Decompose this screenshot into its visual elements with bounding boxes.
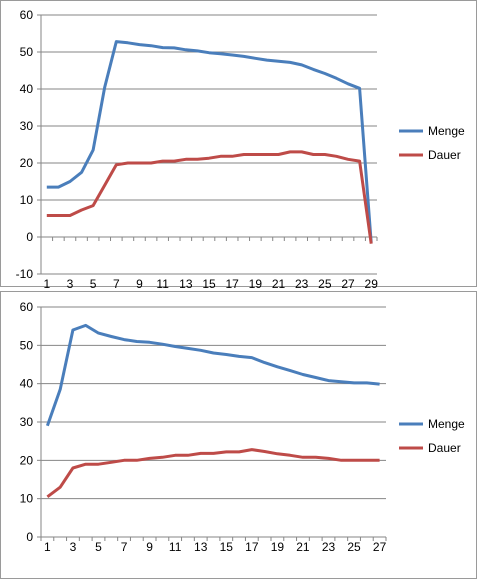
series-line-dauer (46, 448, 380, 499)
x-tick-label: 21 (296, 540, 310, 554)
x-tick-label: 7 (113, 277, 120, 288)
x-tick-label: 11 (156, 277, 169, 288)
y-tick-label: 30 (20, 119, 34, 133)
x-tick-label: 25 (318, 277, 332, 288)
x-tick-label: 9 (146, 540, 153, 554)
x-tick-label: 11 (169, 540, 182, 554)
x-tick-label: 1 (43, 277, 50, 288)
x-tick-label: 1 (44, 540, 51, 554)
legend-label-dauer: Dauer (428, 441, 461, 455)
x-tick-label: 13 (179, 277, 193, 288)
x-tick-label: 23 (295, 277, 309, 288)
y-tick-label: 50 (20, 45, 34, 59)
x-tick-label: 15 (220, 540, 234, 554)
y-tick-label: 40 (20, 377, 34, 391)
x-tick-label: 15 (202, 277, 216, 288)
series-line-menge (46, 40, 373, 243)
y-tick-label: 20 (20, 453, 34, 467)
x-tick-label: 7 (121, 540, 128, 554)
x-tick-label: 21 (272, 277, 286, 288)
x-tick-label: 29 (365, 277, 379, 288)
x-tick-label: 9 (136, 277, 143, 288)
y-tick-label: 40 (20, 82, 34, 96)
x-tick-label: 5 (90, 277, 97, 288)
chart-panel-2: 0 10 20 30 40 50 60 1 3 5 7 9 11 13 15 17 19 21 23 25 27 Meng… (0, 291, 477, 579)
y-tick-label: 10 (20, 193, 34, 207)
legend-label-dauer: Dauer (428, 148, 461, 162)
chart-panel-1: -10 0 10 20 30 40 50 60 1 3 5 7 9 11 13 15 17 19 21 23 25 27 2… (0, 0, 477, 288)
x-tick-label: 17 (245, 540, 259, 554)
x-tick-label: 25 (347, 540, 361, 554)
x-tick-label: 5 (95, 540, 102, 554)
legend-label-menge: Menge (428, 417, 465, 431)
y-tick-label: 50 (20, 338, 34, 352)
y-tick-label: 10 (20, 492, 34, 506)
y-tick-label: 0 (26, 230, 33, 244)
series-line-dauer (46, 150, 373, 244)
x-tick-label: 3 (70, 540, 77, 554)
x-tick-label: 13 (194, 540, 208, 554)
y-tick-label: 60 (20, 8, 34, 22)
x-tick-label: 3 (67, 277, 74, 288)
x-tick-label: 27 (373, 540, 387, 554)
x-tick-label: 23 (322, 540, 336, 554)
x-tick-label: 27 (341, 277, 355, 288)
x-tick-label: 17 (225, 277, 239, 288)
y-tick-label: 20 (20, 156, 34, 170)
y-tick-label: 30 (20, 415, 34, 429)
y-tick-label: 60 (20, 300, 34, 314)
series-line-menge (45, 323, 380, 427)
x-tick-label: 19 (249, 277, 263, 288)
y-tick-label: -10 (16, 267, 34, 281)
y-tick-label: 0 (26, 530, 33, 544)
x-tick-label: 19 (271, 540, 285, 554)
legend-label-menge: Menge (428, 124, 465, 138)
